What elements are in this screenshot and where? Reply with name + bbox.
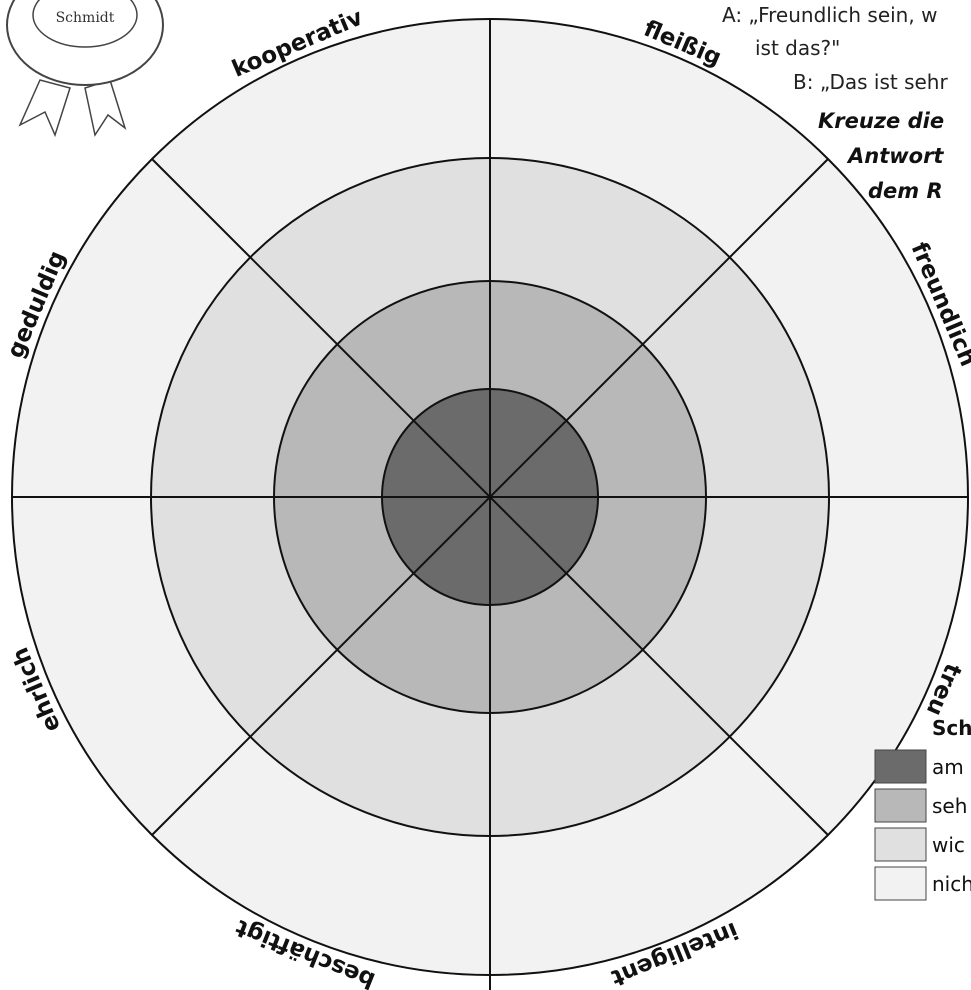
legend-label: am — [932, 755, 964, 779]
badge-ribbon — [84, 79, 127, 137]
instruction-line: Kreuze die — [818, 109, 944, 133]
legend-label: seh — [932, 794, 967, 818]
badge-center — [32, 0, 138, 48]
divider — [151, 158, 829, 836]
wheel — [11, 18, 969, 990]
legend-swatch — [874, 788, 927, 823]
legend-swatch — [874, 827, 927, 862]
dialogue-line: B: „Das ist sehr — [793, 70, 948, 94]
badge: Schmidt — [6, 0, 164, 138]
badge-ribbon — [18, 79, 71, 138]
legend-label: nich — [932, 872, 971, 896]
instruction-line: Antwort — [846, 144, 944, 168]
instruction-line: dem R — [868, 179, 943, 203]
legend-swatch — [874, 866, 927, 901]
legend-label: wic — [932, 833, 965, 857]
dialogue-line: A: „Freundlich sein, w — [722, 3, 937, 27]
badge-name: Schmidt — [56, 10, 115, 26]
legend-swatch — [874, 749, 927, 784]
dialogue-line: ist das?" — [755, 36, 840, 60]
legend-title: Sch — [932, 716, 971, 740]
